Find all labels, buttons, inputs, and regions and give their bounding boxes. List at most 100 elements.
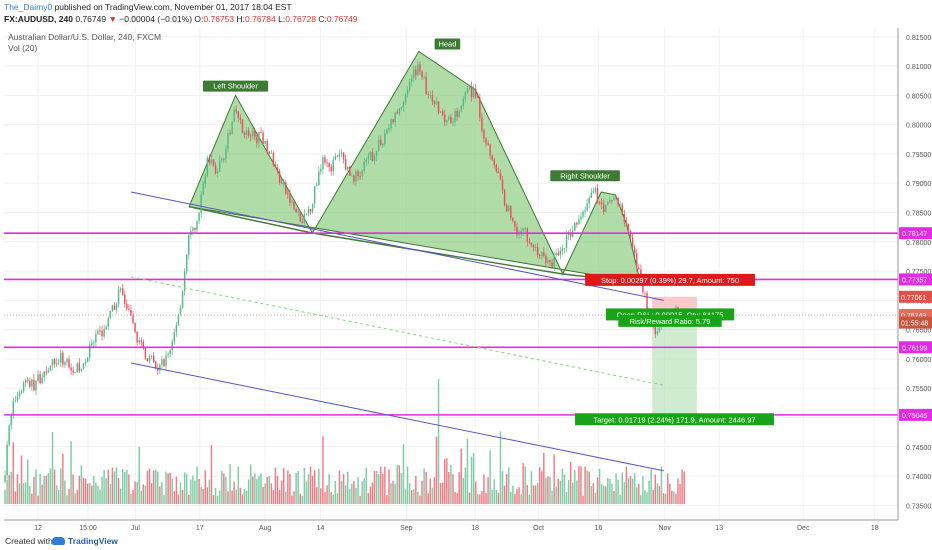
candle-body [491,155,493,160]
candle-body [76,363,79,373]
volume-bar [483,474,485,504]
volume-bar [47,472,50,504]
candle-body [93,342,95,344]
volume-bar [367,493,370,504]
price-tick-label: 0.76500 [906,328,931,335]
candle-body [346,166,349,170]
candle-body [369,151,372,157]
volume-bar [474,481,477,504]
volume-bar [328,474,330,504]
time-tick-label: 12 [34,525,42,532]
candle-body [216,171,219,174]
candle-body [142,341,145,347]
candle-body [658,326,661,332]
candle-body [625,222,628,224]
volume-bar [398,465,401,504]
volume-bar [404,489,407,504]
volume-bar [654,474,657,504]
volume-bar [126,470,128,504]
candle-body [74,372,76,374]
price-tick-label: 0.80000 [906,123,931,130]
volume-bar [260,473,262,504]
candle-body [97,330,99,335]
volume-bar [169,472,171,504]
candle-body [245,130,248,135]
candle-body [185,254,188,272]
candle-body [313,186,316,204]
tradingview-link[interactable]: TradingView [68,536,118,546]
volume-bar [245,490,248,504]
volume-bar [74,493,76,504]
volume-bar [675,493,677,504]
volume-indicator-label: Vol (20) [8,43,38,53]
volume-bar [446,458,448,504]
volume-bar [148,468,151,504]
candle-body [276,167,279,171]
candle-body [47,370,50,373]
volume-bar [638,483,640,504]
candle-body [516,226,518,235]
trend-line-mid-dashed [130,276,664,386]
candle-body [285,182,287,194]
volume-bar [472,453,475,504]
volume-bar [462,477,465,504]
candle-body [177,314,180,326]
volume-bar [144,485,147,504]
volume-bar [563,474,566,504]
volume-bar [683,471,685,504]
footer: Created with TradingView [0,533,932,550]
candle-body [386,130,388,134]
volume-bar [307,474,310,504]
target-label: Target: 0.01719 (2.24%) 171.9, Amount: 2… [593,415,755,424]
candle-body [86,357,89,363]
volume-bar [410,490,413,504]
volume-bar [485,493,487,504]
candle-body [441,111,444,115]
volume-bar [400,473,403,504]
volume-bar [495,489,498,504]
candle-body [161,359,163,365]
candle-body [495,164,498,172]
candle-body [361,170,363,177]
volume-bar [640,495,642,504]
candle-body [522,228,524,231]
volume-bar [571,482,574,504]
volume-bar [8,474,10,504]
volume-bar [421,480,423,504]
candle-body [20,391,23,393]
candle-body [631,237,634,248]
level-price-tag [899,341,932,354]
volume-bar [413,489,415,504]
volume-bar [538,467,541,504]
volume-bar [662,493,665,504]
risk-reward-label-bg [618,314,722,327]
candle-body [574,222,576,232]
volume-bar [487,477,489,504]
volume-bar [252,476,254,504]
volume-bar [357,477,359,504]
volume-bar [580,466,582,504]
volume-bar [229,464,231,504]
candle-body [159,364,161,371]
candle-body [485,138,487,144]
volume-bar [208,479,211,504]
volume-bar [664,493,667,504]
volume-bar [524,466,526,504]
volume-bar [631,478,634,504]
candle-body [530,242,533,246]
candle-body [88,345,91,358]
candle-body [322,157,324,170]
candle-body [29,380,31,387]
symbol-label: FX:AUDUSD, 240 [4,14,73,24]
candle-body [60,352,62,363]
volume-bar [431,487,434,504]
volume-bar [386,495,388,504]
candle-body [146,358,149,362]
author-link[interactable]: The_Daimy0 [4,2,53,12]
candle-body [124,294,126,304]
candle-body [596,188,599,203]
chart-canvas[interactable]: Left Shoulder Head Right Shoulder Stop: 0.… [0,0,932,533]
candle-body [633,247,636,254]
volume-bar [10,471,12,504]
volume-bar [136,481,138,504]
